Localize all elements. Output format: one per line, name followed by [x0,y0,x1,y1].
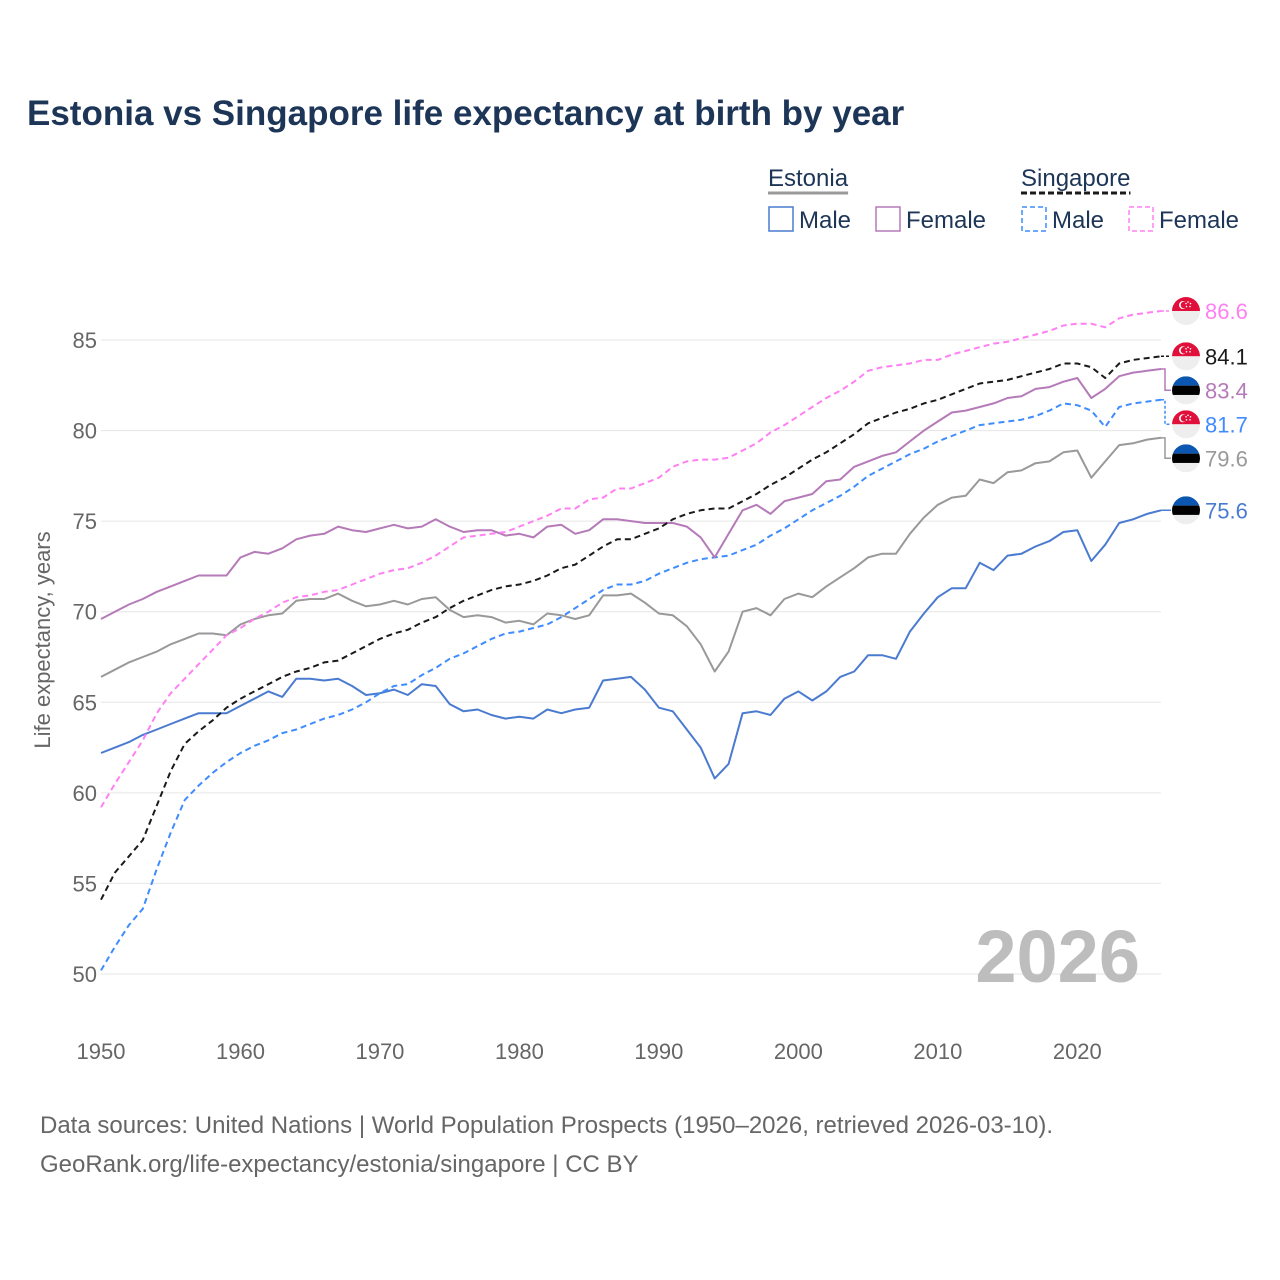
y-tick-label: 70 [73,600,97,625]
y-tick-label: 65 [73,690,97,715]
end-labels: 86.6 84.1 83.4 81.7 79.6 75.6 [1161,297,1248,525]
x-tick-label: 2010 [913,1039,962,1064]
legend-group-title: Estonia [768,165,849,192]
end-label-estonia: 79.6 [1161,437,1248,473]
series-line-singapore [100,355,1162,901]
series-line-estonia [100,436,1162,678]
legend: Estonia Male Female Singapore Male Female [768,165,1239,234]
estonia-flag-icon [1172,376,1200,405]
source-line-1: Data sources: United Nations | World Pop… [40,1112,1054,1139]
gridlines [101,339,1161,975]
end-label-estonia-female: 83.4 [1161,368,1248,405]
series-line-estonia-female [100,368,1162,620]
end-label-estonia-male: 75.6 [1161,496,1248,525]
series-line-singapore-female [100,310,1162,808]
end-label-singapore-female: 86.6 [1161,297,1248,326]
series-line-estonia-male [100,509,1162,780]
singapore-flag-icon [1172,410,1200,439]
y-axis-ticks: 50 55 60 65 70 75 80 85 [73,328,97,987]
estonia-flag-icon [1172,444,1200,473]
legend-group-estonia[interactable]: Estonia Male Female [768,165,986,234]
legend-group-title: Singapore [1021,165,1130,192]
end-value-label: 86.6 [1205,299,1248,324]
end-value-label: 79.6 [1205,446,1248,471]
y-tick-label: 55 [73,871,97,896]
x-tick-label: 1970 [355,1039,404,1064]
y-tick-label: 80 [73,419,97,444]
x-tick-label: 2000 [774,1039,823,1064]
legend-item-label: Female [1159,207,1239,234]
x-tick-label: 1950 [77,1039,126,1064]
legend-group-singapore[interactable]: Singapore Male Female [1021,165,1239,234]
y-axis-label: Life expectancy, years [30,531,55,748]
end-value-label: 75.6 [1205,498,1248,523]
estonia-flag-icon [1172,496,1200,525]
legend-item-estonia-female[interactable]: Female [875,206,986,234]
legend-item-label: Male [1052,207,1104,234]
series-lines [100,310,1162,971]
singapore-flag-icon [1172,342,1200,371]
legend-item-label: Female [906,207,986,234]
legend-item-estonia-male[interactable]: Male [768,206,851,234]
x-tick-label: 2020 [1053,1039,1102,1064]
year-watermark: 2026 [975,915,1140,998]
chart-title: Estonia vs Singapore life expectancy at … [27,94,905,133]
y-tick-label: 85 [73,328,97,353]
singapore-flag-icon [1172,297,1200,326]
legend-item-singapore-male[interactable]: Male [1021,206,1104,234]
y-tick-label: 75 [73,509,97,534]
end-value-label: 84.1 [1205,344,1248,369]
end-label-singapore: 84.1 [1161,342,1248,371]
x-tick-label: 1980 [495,1039,544,1064]
series-line-singapore-male [100,398,1162,971]
source-note: Data sources: United Nations | World Pop… [40,1106,1053,1184]
x-tick-label: 1990 [634,1039,683,1064]
source-line-2[interactable]: GeoRank.org/life-expectancy/estonia/sing… [40,1151,639,1178]
end-value-label: 83.4 [1205,378,1248,403]
y-tick-label: 60 [73,781,97,806]
legend-item-singapore-female[interactable]: Female [1128,206,1239,234]
end-label-singapore-male: 81.7 [1161,399,1248,439]
x-axis-ticks: 1950 1960 1970 1980 1990 2000 2010 2020 [77,1039,1102,1064]
legend-item-label: Male [799,207,851,234]
x-tick-label: 1960 [216,1039,265,1064]
end-value-label: 81.7 [1205,412,1248,437]
y-tick-label: 50 [73,962,97,987]
